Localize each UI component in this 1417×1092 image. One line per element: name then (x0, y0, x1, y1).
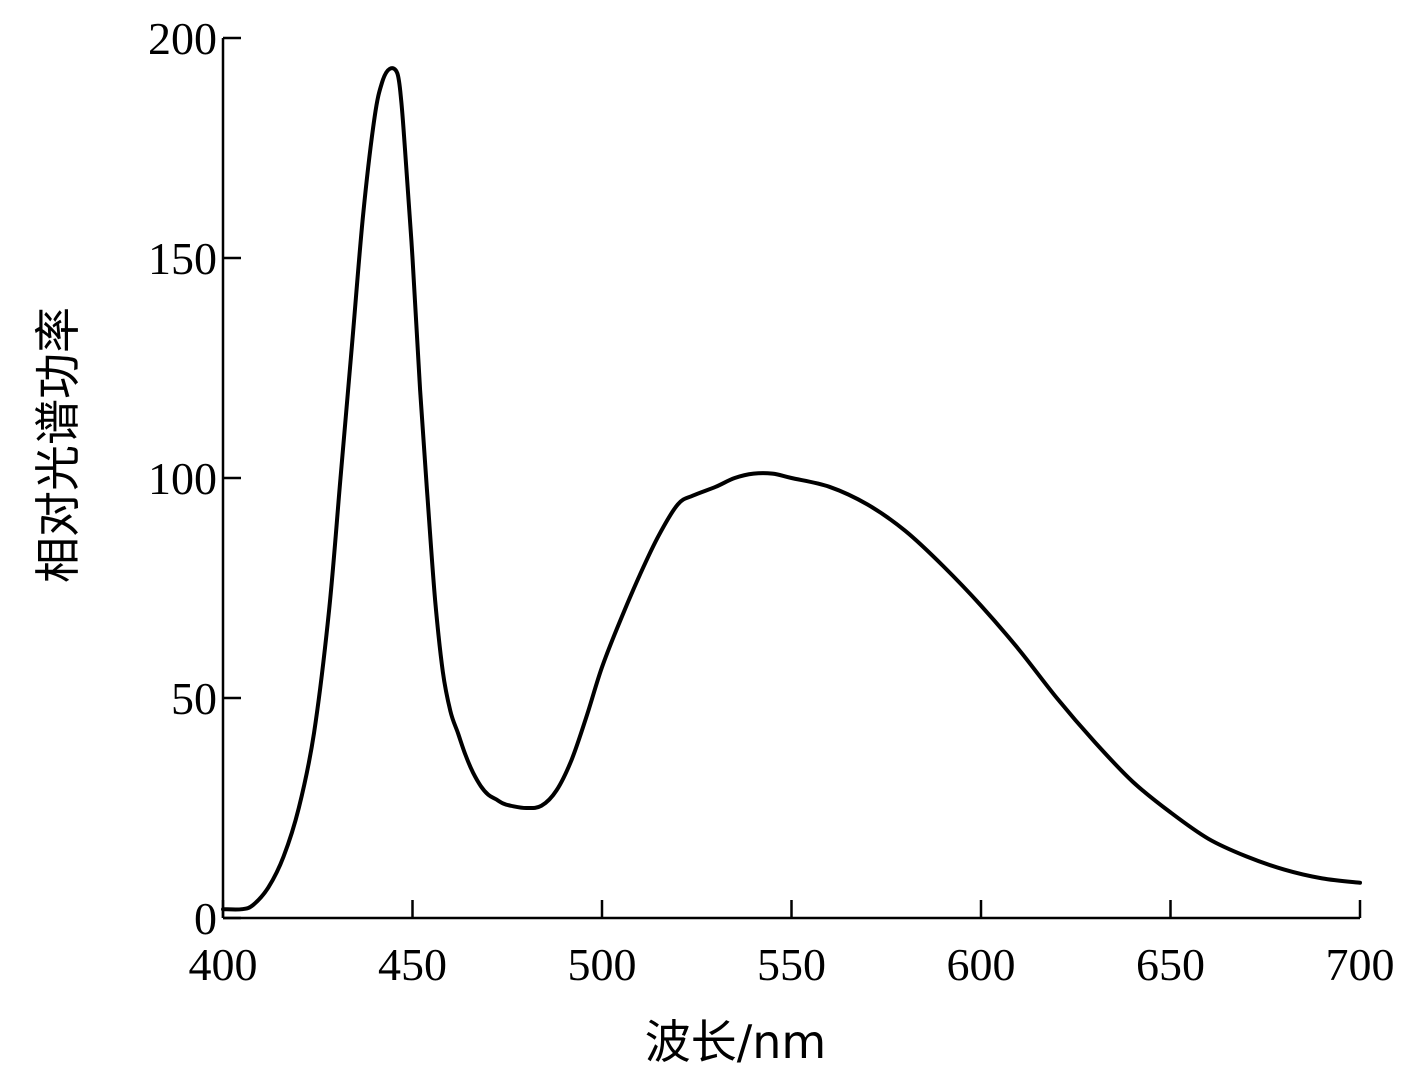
x-tick-label: 650 (1136, 939, 1205, 990)
x-axis-title: 波长/nm (645, 1015, 826, 1069)
x-tick-label: 700 (1326, 939, 1395, 990)
x-axis-ticks: 400 450 500 550 600 650 700 (189, 900, 1395, 990)
y-tick-label: 50 (171, 673, 217, 724)
y-tick-label: 0 (194, 893, 217, 944)
y-tick-label: 100 (148, 453, 217, 504)
x-tick-label: 400 (189, 939, 258, 990)
x-tick-label: 450 (378, 939, 447, 990)
x-tick-label: 550 (757, 939, 826, 990)
x-tick-label: 600 (947, 939, 1016, 990)
spectrum-line (221, 66, 1362, 912)
y-tick-label: 200 (148, 13, 217, 64)
series-layer (221, 66, 1362, 912)
y-tick-label: 150 (148, 233, 217, 284)
y-axis-ticks: 0 50 100 150 200 (148, 13, 241, 944)
x-tick-label: 500 (568, 939, 637, 990)
y-axis-title: 相对光谱功率 (31, 307, 85, 583)
